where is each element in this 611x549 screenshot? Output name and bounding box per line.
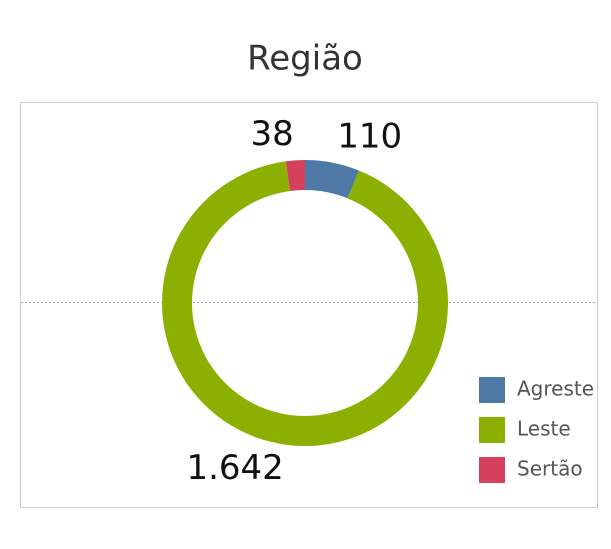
- data-label: 110: [337, 117, 402, 157]
- donut-slice: [305, 160, 359, 199]
- donut-slice: [161, 161, 448, 446]
- chart-frame: [20, 102, 598, 508]
- legend-label: Sertão: [517, 457, 583, 481]
- legend-swatch: [479, 417, 505, 443]
- data-label: 38: [251, 114, 294, 154]
- legend-swatch: [479, 457, 505, 483]
- data-label: 1.642: [186, 448, 283, 488]
- legend-swatch: [479, 377, 505, 403]
- legend-label: Leste: [517, 417, 571, 441]
- chart-title: Região: [247, 39, 363, 79]
- donut-slice: [285, 160, 305, 192]
- legend-label: Agreste: [517, 377, 594, 401]
